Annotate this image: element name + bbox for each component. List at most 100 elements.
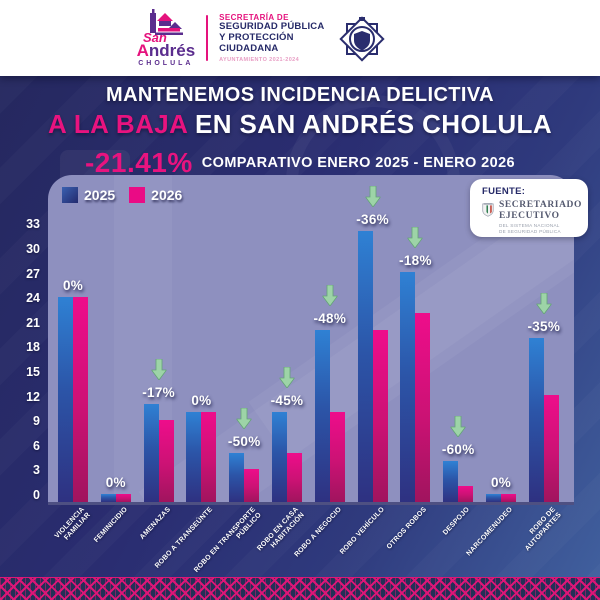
bar-2026-robo-a-negocio	[329, 411, 345, 502]
decrease-arrow-icon	[235, 407, 253, 430]
bar-2026-robo-de-autopartes	[543, 395, 559, 502]
secretaria-text-block: SECRETARÍA DE SEGURIDAD PÚBLICA Y PROTEC…	[219, 13, 324, 63]
bar-group-violencia-familiar: 0%	[57, 175, 89, 502]
bar-2025-robo-en-transporte-p-blico	[229, 452, 245, 502]
percent-change-label-narcomenudeo: 0%	[490, 474, 512, 490]
decrease-arrow-icon	[535, 292, 553, 315]
decrease-arrow-icon	[278, 366, 296, 389]
source-sub-line1: DEL SISTEMA NACIONAL	[498, 223, 560, 229]
bar-group-amenazas: -17%	[142, 175, 175, 502]
bar-2025-otros-robos	[400, 272, 416, 502]
aztec-pattern-footer	[0, 577, 600, 600]
bar-group-robo-a-transe-nte: 0%	[185, 175, 217, 502]
bar-2025-robo-veh-culo	[357, 231, 373, 502]
title-line2-rest: EN SAN ANDRÉS CHOLULA	[187, 109, 552, 139]
y-axis-tick-12: 12	[26, 389, 40, 404]
y-axis-tick-24: 24	[26, 291, 40, 306]
city-logo-san: San	[142, 30, 167, 45]
percent-change-label-robo-de-autopartes: -35%	[527, 319, 561, 334]
bar-2025-violencia-familiar	[58, 297, 73, 502]
source-sub: DEL SISTEMA NACIONAL DE SEGURIDAD PÚBLIC…	[499, 223, 582, 234]
source-label: FUENTE:	[482, 186, 526, 197]
percent-change-label-amenazas: -17%	[142, 384, 175, 400]
y-axis-tick-33: 33	[26, 217, 40, 232]
y-axis-tick-0: 0	[33, 488, 40, 502]
legend-label-2026: 2026	[151, 187, 183, 203]
decrease-arrow-icon	[449, 415, 467, 438]
bar-group-robo-de-autopartes: -35%	[527, 175, 560, 502]
y-axis-tick-9: 9	[33, 414, 40, 429]
legend-item-2026: 2026	[129, 187, 182, 203]
police-badge-icon	[339, 16, 386, 62]
y-axis-tick-3: 3	[33, 463, 40, 478]
bar-2026-robo-en-transporte-p-blico	[244, 469, 260, 502]
bar-group-robo-a-negocio: -48%	[313, 175, 346, 502]
bar-2025-robo-a-transe-nte	[186, 411, 202, 502]
percent-change-label-robo-en-casa-habitaci-n: -45%	[270, 392, 304, 408]
city-logo-cholula: CHOLULA	[138, 60, 194, 67]
bar-2026-despojo	[458, 485, 474, 502]
decrease-arrow-icon	[321, 284, 339, 307]
bar-group-narcomenudeo: 0%	[485, 175, 517, 502]
bar-group-robo-en-casa-habitaci-n: -45%	[271, 175, 303, 502]
secretaria-line2: Y PROTECCIÓN	[219, 31, 294, 43]
source-org-line2: EJECUTIVO	[498, 210, 560, 221]
percent-change-label-robo-a-transe-nte: 0%	[191, 392, 212, 408]
decrease-arrow-icon	[364, 186, 381, 209]
bar-2025-narcomenudeo	[486, 493, 501, 502]
bar-group-robo-veh-culo: -36%	[356, 175, 389, 502]
y-axis-tick-6: 6	[33, 438, 40, 453]
secretaria-pre: SECRETARÍA DE	[219, 12, 289, 22]
y-axis-tick-15: 15	[26, 365, 40, 379]
percent-change-label-robo-en-transporte-p-blico: -50%	[227, 433, 261, 449]
title-line3: -21.41% COMPARATIVO ENERO 2025 - ENERO 2…	[0, 147, 600, 179]
decrease-arrow-icon	[407, 227, 424, 250]
bar-2026-robo-a-transe-nte	[201, 411, 217, 502]
bar-2026-robo-veh-culo	[372, 329, 388, 502]
header: San Andrés CHOLULA SECRETARÍA DE SEGURID…	[0, 0, 600, 76]
title-line1: MANTENEMOS INCIDENCIA DELICTIVA	[106, 84, 494, 106]
header-logo-cluster: San Andrés CHOLULA SECRETARÍA DE SEGURID…	[137, 9, 390, 67]
y-axis-tick-30: 30	[26, 242, 40, 256]
bar-group-feminicidio: 0%	[100, 175, 132, 502]
secretaria-line3: CIUDADANA	[219, 42, 279, 54]
percent-change-label-violencia-familiar: 0%	[62, 278, 84, 293]
decrease-arrow-icon	[150, 358, 167, 381]
secretaria-sub: AYUNTAMIENTO 2021-2024	[219, 56, 300, 63]
bar-2026-narcomenudeo	[501, 493, 516, 502]
bar-group-despojo: -60%	[442, 175, 474, 502]
source-org: SECRETARIADO EJECUTIVO DEL SISTEMA NACIO…	[499, 200, 582, 235]
bar-2025-robo-a-negocio	[314, 329, 330, 502]
bar-2026-otros-robos	[415, 313, 431, 502]
title-block: MANTENEMOS INCIDENCIA DELICTIVA A LA BAJ…	[0, 84, 600, 179]
bar-2025-feminicidio	[100, 493, 116, 502]
bar-2026-amenazas	[158, 420, 174, 502]
bar-2025-robo-de-autopartes	[528, 338, 544, 502]
y-axis-tick-18: 18	[26, 340, 40, 355]
city-logo-text: San Andrés CHOLULA	[137, 31, 196, 67]
percent-change-label-robo-a-negocio: -48%	[313, 310, 347, 326]
y-axis-tick-27: 27	[26, 266, 40, 281]
bar-2026-feminicidio	[115, 493, 131, 502]
bar-group-otros-robos: -18%	[399, 175, 431, 502]
bar-2025-robo-en-casa-habitaci-n	[272, 411, 287, 502]
san-andres-cholula-logo: San Andrés CHOLULA	[137, 9, 196, 67]
bar-2026-robo-en-casa-habitaci-n	[287, 452, 302, 502]
chart-legend: 2025 2026	[62, 187, 182, 203]
city-skyline-icon	[149, 9, 183, 35]
y-axis-tick-21: 21	[26, 315, 40, 330]
source-org-line1: SECRETARIADO	[498, 200, 582, 210]
percent-change-label-feminicidio: 0%	[105, 474, 126, 490]
percent-change-label-otros-robos: -18%	[399, 253, 432, 269]
bar-2026-violencia-familiar	[73, 297, 88, 502]
percent-change-label-robo-veh-culo: -36%	[356, 212, 389, 228]
legend-label-2025: 2025	[84, 187, 116, 203]
source-row: SECRETARIADO EJECUTIVO DEL SISTEMA NACIO…	[482, 200, 582, 235]
city-logo-andres: Andrés	[136, 41, 196, 60]
comparison-subtitle: COMPARATIVO ENERO 2025 - ENERO 2026	[201, 155, 515, 171]
title-highlight: A LA BAJA	[47, 109, 188, 139]
overall-percent: -21.41%	[84, 147, 193, 178]
bar-2025-despojo	[443, 461, 459, 502]
sesnsp-shield-icon	[482, 203, 494, 217]
